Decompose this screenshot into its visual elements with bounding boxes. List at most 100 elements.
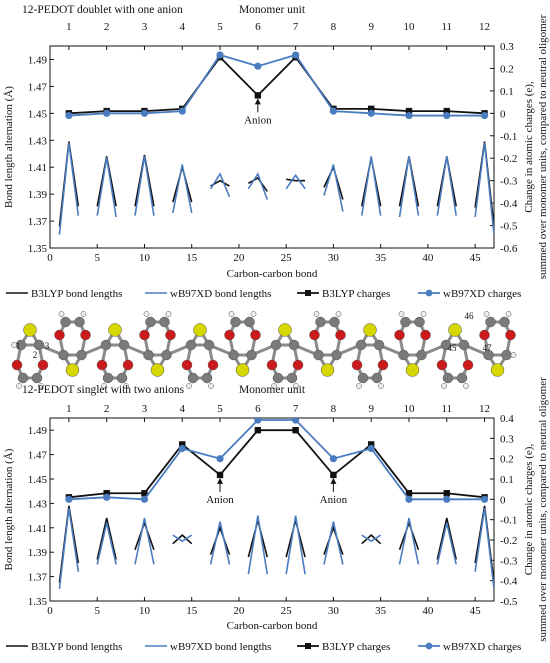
hydrogen-atom bbox=[335, 311, 342, 317]
carbon-atom bbox=[33, 339, 45, 351]
carbon-atom bbox=[17, 372, 29, 384]
plot-area bbox=[58, 51, 494, 235]
hydrogen-atom bbox=[398, 311, 405, 317]
bond-length-line bbox=[134, 520, 155, 551]
legend-label: B3LYP bond lengths bbox=[31, 288, 122, 300]
y-left-tick-label: 1.37 bbox=[28, 216, 48, 228]
y-right-tick-label: 0 bbox=[500, 494, 506, 506]
x-tick-label: 0 bbox=[47, 605, 53, 617]
charge-point bbox=[329, 107, 338, 115]
carbon-atom bbox=[161, 349, 172, 361]
bond-length-line bbox=[134, 156, 155, 216]
carbon-atom bbox=[60, 316, 71, 328]
legend-marker bbox=[305, 643, 311, 649]
x-tick-label: 45 bbox=[470, 605, 482, 617]
charge-point bbox=[254, 427, 262, 434]
carbon-atom bbox=[159, 316, 170, 328]
y-left-tick-label: 1.43 bbox=[28, 135, 48, 147]
top-tick-label: 3 bbox=[142, 403, 148, 415]
carbon-atom bbox=[100, 339, 112, 351]
charge-point bbox=[103, 490, 110, 497]
y-right-axis-label-line: Change in atomic charges (e), bbox=[523, 81, 535, 213]
hydrogen-atom bbox=[250, 311, 257, 317]
charge-point bbox=[140, 495, 149, 503]
oxygen-atom bbox=[394, 329, 405, 341]
oxygen-atom bbox=[165, 329, 176, 341]
hydrogen-atom bbox=[165, 311, 172, 317]
bond-length-line bbox=[209, 172, 231, 198]
carbon-atom bbox=[315, 316, 326, 328]
atom-number-label: 1 bbox=[16, 341, 21, 351]
top-tick-label: 12 bbox=[479, 403, 490, 415]
y-left-tick-label: 1.49 bbox=[28, 425, 48, 437]
charge-point bbox=[367, 444, 375, 453]
legend-label: wB97XD charges bbox=[443, 288, 521, 300]
y-right-axis-label: Change in atomic charges (e), summed over… bbox=[523, 377, 549, 642]
sulfur-atom bbox=[235, 363, 250, 377]
y-right-tick-label: 0 bbox=[500, 108, 506, 120]
bond-length-line bbox=[58, 142, 80, 235]
carbon-atom bbox=[371, 372, 383, 384]
charge-point bbox=[443, 107, 450, 115]
series-b3lyp-bond-lengths bbox=[58, 505, 494, 583]
charge-point bbox=[405, 495, 413, 503]
hydrogen-atom bbox=[510, 352, 517, 358]
carbon-atom bbox=[187, 372, 199, 384]
x-tick-label: 45 bbox=[470, 252, 482, 264]
oxygen-atom bbox=[436, 359, 448, 371]
y-right-tick-label: -0.1 bbox=[500, 515, 517, 527]
top-tick-label: 9 bbox=[368, 21, 374, 33]
y-right-tick-label: -0.4 bbox=[500, 198, 518, 210]
x-tick-label: 5 bbox=[94, 252, 100, 264]
y-right-axis-label: Change in atomic charges (e), summed over… bbox=[523, 14, 549, 279]
carbon-atom bbox=[116, 372, 128, 384]
charge-line bbox=[68, 55, 485, 115]
hydrogen-atom bbox=[356, 383, 362, 389]
y-left-tick-label: 1.45 bbox=[28, 474, 48, 486]
charge-point bbox=[140, 109, 149, 117]
oxygen-atom bbox=[139, 329, 150, 341]
x-tick-label: 30 bbox=[328, 605, 340, 617]
top-axis-label: Monomer unit bbox=[239, 4, 306, 16]
y-left-tick-label: 1.39 bbox=[28, 547, 48, 559]
bond-length-line bbox=[360, 156, 382, 216]
bond-length-line bbox=[398, 520, 420, 551]
top-tick-label: 2 bbox=[104, 21, 110, 33]
annotation-label: Anion bbox=[244, 114, 272, 126]
top-tick-label: 12 bbox=[479, 21, 490, 33]
top-tick-label: 10 bbox=[403, 403, 415, 415]
bond-length-line bbox=[58, 508, 80, 589]
hydrogen-atom bbox=[143, 311, 150, 317]
y-right-tick-label: -0.6 bbox=[500, 243, 518, 255]
carbon-atom bbox=[355, 339, 367, 351]
bond-length-line bbox=[398, 156, 420, 218]
top-tick-label: 6 bbox=[255, 403, 261, 415]
x-tick-label: 5 bbox=[94, 605, 100, 617]
plot-area bbox=[58, 418, 494, 589]
carbon-atom bbox=[201, 372, 213, 384]
y-right-tick-label: 0.2 bbox=[500, 63, 514, 75]
y-left-tick-label: 1.41 bbox=[28, 162, 47, 174]
carbon-atom bbox=[357, 372, 369, 384]
y-right-tick-label: -0.3 bbox=[500, 176, 518, 188]
bond-length-line bbox=[286, 178, 306, 182]
bond-length-line bbox=[474, 508, 494, 589]
sulfur-atom bbox=[448, 323, 462, 337]
carbon-atom bbox=[143, 349, 154, 361]
x-tick-label: 35 bbox=[375, 605, 387, 617]
y-right-tick-label: -0.1 bbox=[500, 131, 517, 143]
oxygen-atom bbox=[54, 329, 65, 341]
carbon-atom bbox=[414, 316, 425, 328]
carbon-atom bbox=[286, 372, 298, 384]
oxygen-atom bbox=[224, 329, 235, 341]
carbon-atom bbox=[185, 339, 197, 351]
oxygen-atom bbox=[462, 359, 474, 371]
bond-length-line bbox=[436, 156, 458, 216]
top-tick-label: 8 bbox=[331, 403, 337, 415]
carbon-atom bbox=[203, 339, 215, 351]
oxygen-atom bbox=[505, 329, 516, 341]
atom-number-label: 47 bbox=[483, 343, 493, 353]
carbon-atom bbox=[270, 339, 282, 351]
top-tick-label: 4 bbox=[180, 403, 186, 415]
